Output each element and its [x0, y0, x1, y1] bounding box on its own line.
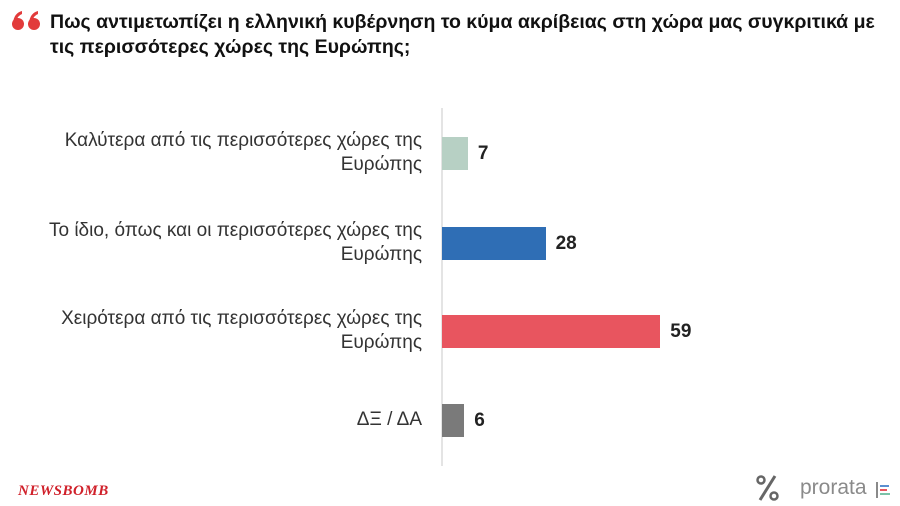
logo: prorata — [800, 476, 867, 499]
category-label: ΔΞ / ΔΑ — [356, 409, 422, 430]
category-label: Καλύτερα από τις περισσότερες χώρες της … — [64, 130, 422, 175]
percent-icon — [756, 475, 779, 501]
value-label: 6 — [474, 409, 485, 431]
value-label: 28 — [555, 232, 577, 254]
value-label: 59 — [670, 320, 692, 342]
bar — [442, 403, 465, 437]
logo-icon — [876, 482, 890, 498]
category-label: Το ίδιο, όπως και οι περισσότερες χώρες … — [48, 220, 422, 265]
brand: NEWSBOMB — [18, 483, 109, 499]
bar — [442, 136, 468, 170]
category-label: Χειρότερα από τις περισσότερες χώρες της… — [61, 308, 422, 353]
bar — [442, 314, 661, 348]
chart-title: Πως αντιμετωπίζει η ελληνική κυβέρνηση τ… — [50, 11, 875, 58]
bar — [442, 226, 546, 260]
value-label: 7 — [477, 142, 489, 164]
quote-icon — [12, 11, 40, 30]
axis-line — [441, 108, 443, 466]
